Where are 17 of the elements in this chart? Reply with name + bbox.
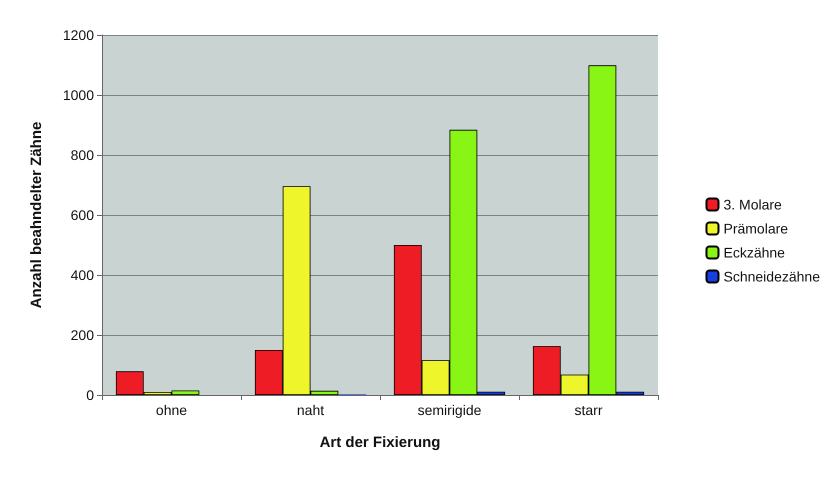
- legend-label: Eckzähne: [723, 244, 786, 260]
- y-tick-label: 400: [70, 267, 94, 283]
- y-tick-label: 800: [70, 147, 94, 163]
- x-tick-label: naht: [296, 402, 324, 418]
- y-tick-label: 1200: [62, 27, 94, 43]
- y-tick-label: 1000: [62, 87, 94, 103]
- legend-label: Prämolare: [723, 220, 788, 236]
- x-tick-label: semirigide: [418, 402, 482, 418]
- y-tick-label: 600: [70, 207, 94, 223]
- y-tick-label: 0: [86, 387, 94, 403]
- x-tick-label: ohne: [156, 402, 188, 418]
- legend-label: Schneidezähne: [723, 268, 820, 284]
- y-axis-title: Anzahl beahndelter Zähne: [28, 122, 45, 308]
- x-tick-label: starr: [574, 402, 603, 418]
- y-tick-label: 200: [70, 327, 94, 343]
- x-axis-title: Art der Fixierung: [320, 434, 440, 451]
- legend-label: 3. Molare: [723, 196, 782, 212]
